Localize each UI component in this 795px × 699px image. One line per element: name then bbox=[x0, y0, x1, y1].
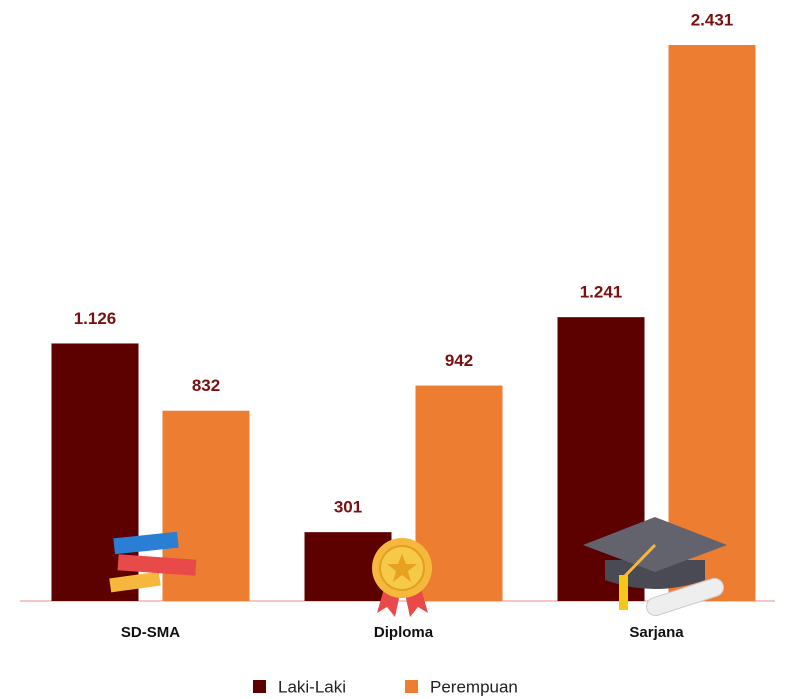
value-label: 942 bbox=[445, 351, 473, 370]
cap-tassel bbox=[619, 575, 628, 610]
legend-label: Laki-Laki bbox=[278, 677, 346, 696]
book-icon bbox=[117, 554, 197, 576]
value-label: 2.431 bbox=[691, 10, 734, 29]
cap-icon bbox=[605, 560, 705, 589]
medal-star bbox=[387, 554, 417, 582]
x-tick-label: SD-SMA bbox=[121, 624, 180, 641]
value-label: 832 bbox=[192, 376, 220, 395]
value-label: 1.126 bbox=[74, 309, 117, 328]
x-tick-label: Sarjana bbox=[629, 624, 684, 641]
legend-swatch bbox=[405, 680, 418, 693]
value-label: 1.241 bbox=[580, 283, 623, 302]
legend-swatch bbox=[253, 680, 266, 693]
x-tick-label: Diploma bbox=[374, 624, 434, 641]
book-icon bbox=[109, 571, 161, 593]
diploma-icon bbox=[646, 577, 724, 617]
legend-label: Perempuan bbox=[430, 677, 518, 696]
cap-tassel bbox=[621, 543, 657, 580]
cap-icon bbox=[583, 517, 727, 572]
icons bbox=[109, 517, 727, 617]
value-label: 301 bbox=[334, 498, 362, 517]
bar bbox=[668, 45, 756, 601]
book-icon bbox=[113, 531, 179, 555]
